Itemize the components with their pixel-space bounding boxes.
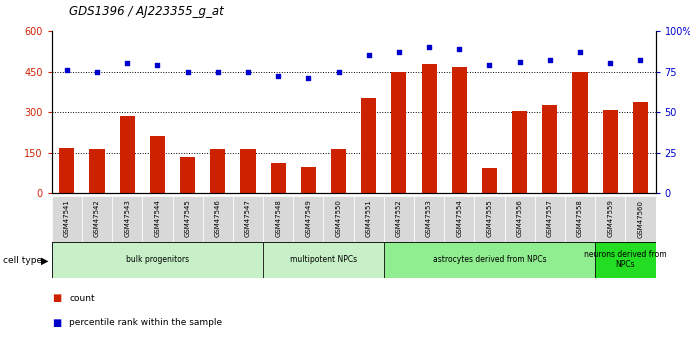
Text: GSM47555: GSM47555 bbox=[486, 200, 493, 237]
Text: GSM47542: GSM47542 bbox=[94, 200, 100, 237]
Text: GSM47553: GSM47553 bbox=[426, 200, 432, 237]
Bar bbox=[240, 149, 255, 193]
Text: GSM47560: GSM47560 bbox=[638, 199, 643, 238]
Point bbox=[635, 58, 646, 63]
FancyBboxPatch shape bbox=[504, 196, 535, 242]
FancyBboxPatch shape bbox=[353, 196, 384, 242]
Text: GSM47554: GSM47554 bbox=[456, 200, 462, 237]
FancyBboxPatch shape bbox=[475, 196, 504, 242]
Text: ■: ■ bbox=[52, 318, 61, 327]
Bar bbox=[301, 167, 316, 193]
Bar bbox=[119, 116, 135, 193]
Text: GSM47544: GSM47544 bbox=[155, 200, 160, 237]
Bar bbox=[331, 149, 346, 193]
FancyBboxPatch shape bbox=[444, 196, 475, 242]
FancyBboxPatch shape bbox=[263, 196, 293, 242]
Text: GSM47551: GSM47551 bbox=[366, 200, 372, 237]
Point bbox=[544, 58, 555, 63]
Point bbox=[61, 67, 72, 73]
Text: GSM47541: GSM47541 bbox=[64, 200, 70, 237]
FancyBboxPatch shape bbox=[203, 196, 233, 242]
FancyBboxPatch shape bbox=[172, 196, 203, 242]
FancyBboxPatch shape bbox=[625, 196, 655, 242]
Text: GSM47558: GSM47558 bbox=[577, 200, 583, 237]
Text: GSM47549: GSM47549 bbox=[306, 200, 311, 237]
FancyBboxPatch shape bbox=[263, 241, 384, 278]
Text: percentile rank within the sample: percentile rank within the sample bbox=[69, 318, 222, 327]
Bar bbox=[482, 168, 497, 193]
Point bbox=[121, 61, 132, 66]
Text: multipotent NPCs: multipotent NPCs bbox=[290, 255, 357, 264]
Text: GSM47545: GSM47545 bbox=[185, 200, 190, 237]
Bar bbox=[270, 162, 286, 193]
Text: GDS1396 / AJ223355_g_at: GDS1396 / AJ223355_g_at bbox=[69, 5, 224, 18]
Point bbox=[514, 59, 525, 65]
FancyBboxPatch shape bbox=[293, 196, 324, 242]
Bar bbox=[573, 72, 588, 193]
Point bbox=[424, 45, 435, 50]
Text: GSM47548: GSM47548 bbox=[275, 200, 281, 237]
FancyBboxPatch shape bbox=[565, 196, 595, 242]
Text: ■: ■ bbox=[52, 294, 61, 303]
FancyBboxPatch shape bbox=[52, 241, 263, 278]
FancyBboxPatch shape bbox=[535, 196, 565, 242]
FancyBboxPatch shape bbox=[324, 196, 353, 242]
Point bbox=[92, 69, 103, 74]
Text: GSM47546: GSM47546 bbox=[215, 200, 221, 237]
Bar bbox=[180, 157, 195, 193]
Bar bbox=[210, 149, 226, 193]
Text: GSM47557: GSM47557 bbox=[547, 200, 553, 237]
Point bbox=[393, 49, 404, 55]
Point bbox=[242, 69, 253, 74]
Text: GSM47547: GSM47547 bbox=[245, 200, 251, 237]
Point bbox=[333, 69, 344, 74]
FancyBboxPatch shape bbox=[595, 241, 656, 278]
Bar bbox=[59, 148, 75, 193]
Text: cell type: cell type bbox=[3, 256, 43, 265]
Bar bbox=[542, 105, 558, 193]
Text: count: count bbox=[69, 294, 95, 303]
Bar bbox=[602, 110, 618, 193]
Point bbox=[213, 69, 224, 74]
Text: neurons derived from
NPCs: neurons derived from NPCs bbox=[584, 250, 667, 269]
Text: ▶: ▶ bbox=[41, 256, 49, 265]
Point bbox=[152, 62, 163, 68]
FancyBboxPatch shape bbox=[52, 196, 82, 242]
Point bbox=[363, 52, 374, 58]
FancyBboxPatch shape bbox=[595, 196, 625, 242]
Point bbox=[182, 69, 193, 74]
Text: astrocytes derived from NPCs: astrocytes derived from NPCs bbox=[433, 255, 546, 264]
Bar bbox=[150, 136, 165, 193]
Bar bbox=[90, 149, 105, 193]
Bar bbox=[361, 98, 376, 193]
Point bbox=[484, 62, 495, 68]
Point bbox=[303, 75, 314, 81]
Text: GSM47556: GSM47556 bbox=[517, 200, 522, 237]
Text: GSM47550: GSM47550 bbox=[335, 200, 342, 237]
Point bbox=[575, 49, 586, 55]
FancyBboxPatch shape bbox=[142, 196, 172, 242]
Point bbox=[604, 61, 615, 66]
Bar bbox=[391, 71, 406, 193]
Text: GSM47543: GSM47543 bbox=[124, 200, 130, 237]
FancyBboxPatch shape bbox=[384, 196, 414, 242]
Text: GSM47552: GSM47552 bbox=[396, 200, 402, 237]
FancyBboxPatch shape bbox=[233, 196, 263, 242]
Text: bulk progenitors: bulk progenitors bbox=[126, 255, 189, 264]
Bar bbox=[422, 64, 437, 193]
FancyBboxPatch shape bbox=[82, 196, 112, 242]
FancyBboxPatch shape bbox=[384, 241, 595, 278]
Point bbox=[273, 74, 284, 79]
Bar bbox=[512, 111, 527, 193]
FancyBboxPatch shape bbox=[112, 196, 142, 242]
FancyBboxPatch shape bbox=[414, 196, 444, 242]
Bar bbox=[633, 102, 648, 193]
Bar bbox=[452, 67, 467, 193]
Text: GSM47559: GSM47559 bbox=[607, 200, 613, 237]
Point bbox=[454, 46, 465, 52]
